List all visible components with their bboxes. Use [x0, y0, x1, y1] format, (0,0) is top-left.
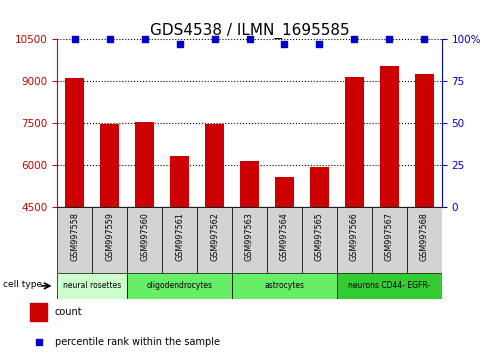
Text: GSM997559: GSM997559 — [105, 212, 114, 261]
Point — [211, 36, 219, 42]
Text: neurons CD44- EGFR-: neurons CD44- EGFR- — [348, 281, 430, 290]
Bar — [232, 207, 267, 273]
Bar — [162, 207, 197, 273]
Text: cell type: cell type — [3, 280, 42, 289]
Text: GSM997567: GSM997567 — [385, 212, 394, 261]
Text: astrocytes: astrocytes — [264, 281, 304, 290]
Bar — [302, 207, 337, 273]
Text: GSM997561: GSM997561 — [175, 212, 184, 261]
Text: GSM997566: GSM997566 — [350, 212, 359, 261]
Bar — [205, 124, 224, 207]
Bar — [100, 124, 119, 207]
Bar — [267, 207, 302, 273]
Point — [315, 41, 323, 47]
Point — [176, 41, 184, 47]
Text: GSM997568: GSM997568 — [420, 212, 429, 261]
Point — [385, 36, 393, 42]
Bar — [127, 207, 162, 273]
Bar — [170, 156, 189, 207]
Bar — [92, 207, 127, 273]
Text: GSM997560: GSM997560 — [140, 212, 149, 261]
Bar — [380, 65, 399, 207]
Point — [246, 36, 253, 42]
Text: oligodendrocytes: oligodendrocytes — [147, 281, 213, 290]
Bar — [275, 177, 294, 207]
Text: percentile rank within the sample: percentile rank within the sample — [55, 337, 220, 348]
Text: GSM997563: GSM997563 — [245, 212, 254, 261]
Bar — [197, 207, 232, 273]
Title: GDS4538 / ILMN_1695585: GDS4538 / ILMN_1695585 — [150, 23, 349, 39]
Bar — [337, 207, 372, 273]
Text: GSM997562: GSM997562 — [210, 212, 219, 261]
Bar — [127, 273, 232, 299]
Bar — [135, 122, 154, 207]
Bar — [30, 303, 47, 321]
Point — [106, 36, 114, 42]
Bar — [415, 74, 434, 207]
Text: neural rosettes: neural rosettes — [63, 281, 121, 290]
Point — [141, 36, 149, 42]
Bar — [407, 207, 442, 273]
Bar — [65, 78, 84, 207]
Point — [420, 36, 428, 42]
Point — [71, 36, 79, 42]
Text: GSM997558: GSM997558 — [70, 212, 79, 261]
Text: GSM997564: GSM997564 — [280, 212, 289, 261]
Text: GSM997565: GSM997565 — [315, 212, 324, 261]
Bar — [57, 273, 127, 299]
Bar — [345, 77, 364, 207]
Bar — [310, 167, 329, 207]
Point — [280, 41, 288, 47]
Bar — [232, 273, 337, 299]
Point — [34, 340, 42, 346]
Bar — [57, 207, 92, 273]
Bar — [372, 207, 407, 273]
Text: count: count — [55, 307, 82, 318]
Bar — [337, 273, 442, 299]
Point — [350, 36, 358, 42]
Bar — [240, 161, 259, 207]
